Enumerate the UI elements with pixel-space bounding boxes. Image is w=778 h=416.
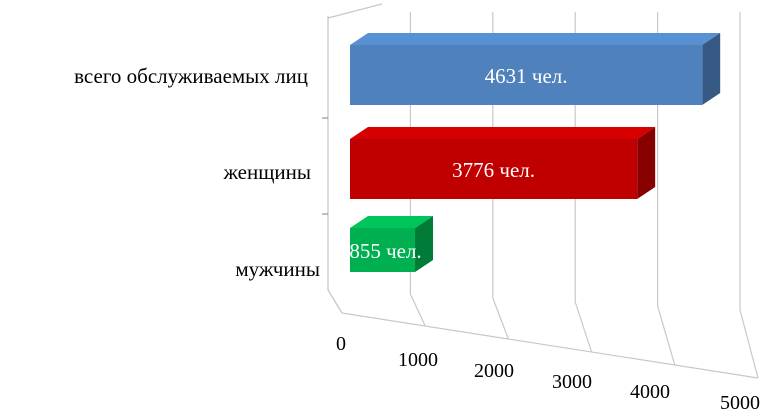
- category-label-men: мужчины: [235, 257, 320, 281]
- bar-data-label: 855 чел.: [349, 239, 421, 263]
- bar-front-face: [350, 228, 416, 272]
- floor-front-edge: [341, 312, 759, 379]
- bar-top-face: [350, 216, 434, 228]
- bar-side-face: [702, 33, 721, 105]
- x-tick-label: 0: [336, 333, 346, 355]
- bar-top-face: [350, 33, 721, 45]
- bar-data-label: 4631 чел.: [485, 64, 568, 88]
- bar-side-face: [637, 127, 656, 199]
- side-wall-top-edge: [327, 3, 383, 19]
- x-tick-label: 4000: [630, 381, 670, 403]
- bar-front-face: [350, 139, 638, 199]
- gridline-floor: [739, 309, 759, 379]
- bar-front-face: [350, 45, 703, 105]
- bar-side-face: [415, 216, 434, 272]
- gridline-floor: [492, 297, 509, 340]
- category-label-women: женщины: [223, 160, 311, 184]
- side-wall-floor-edge: [327, 289, 343, 314]
- bar-top-face: [350, 127, 656, 139]
- category-label-total: всего обслуживаемых лиц: [74, 64, 308, 88]
- x-tick-label: 3000: [552, 371, 592, 393]
- x-tick-label: 5000: [720, 392, 760, 414]
- gridline-floor: [657, 305, 676, 366]
- gridline-floor: [574, 301, 593, 353]
- gridline-floor: [409, 293, 426, 327]
- bar-data-label: 3776 чел.: [452, 158, 535, 182]
- x-tick-label: 1000: [398, 349, 438, 371]
- x-tick-label: 2000: [474, 360, 514, 382]
